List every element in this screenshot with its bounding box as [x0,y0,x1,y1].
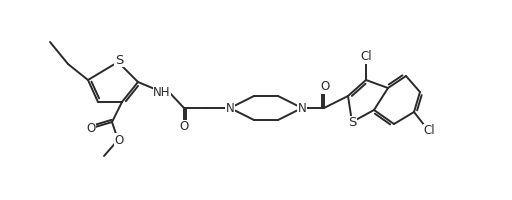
Text: NH: NH [153,86,170,98]
Text: N: N [226,102,234,114]
Text: O: O [114,134,123,146]
Text: Cl: Cl [423,124,435,138]
Text: O: O [87,121,96,134]
Text: N: N [297,102,306,114]
Text: O: O [321,80,330,94]
Text: Cl: Cl [360,50,372,64]
Text: O: O [179,120,188,134]
Text: S: S [115,53,123,66]
Text: S: S [348,116,356,130]
